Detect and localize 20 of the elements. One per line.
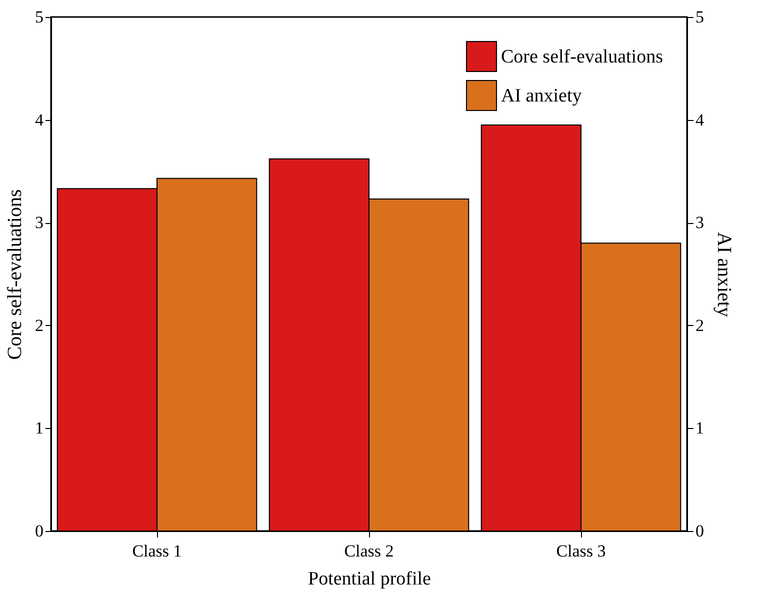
y2-tick-label: 2 [696, 316, 704, 335]
y-tick-label: 5 [35, 8, 44, 26]
y2-axis-title: AI anxiety [713, 232, 735, 317]
y-axis-title: Core self-evaluations [4, 189, 26, 360]
y2-tick-label: 5 [696, 8, 704, 26]
y2-tick-label: 4 [696, 110, 704, 130]
y-tick-label: 0 [35, 522, 44, 540]
x-tick-label: Class 2 [344, 542, 394, 560]
x-tick-label: Class 1 [132, 542, 182, 560]
y2-tick-label: 0 [696, 522, 704, 540]
legend-label: AI anxiety [501, 86, 582, 106]
x-tick-label: Class 3 [556, 542, 606, 560]
y-tick-label: 2 [35, 316, 44, 335]
y-tick-label: 4 [35, 110, 44, 130]
y2-tick-label: 3 [696, 213, 704, 232]
y2-tick-label: 1 [696, 418, 704, 438]
legend-label: Core self-evaluations [501, 46, 663, 68]
y-tick-label: 3 [35, 213, 44, 232]
x-axis-title: Potential profile [308, 568, 431, 590]
y-tick-label: 1 [35, 418, 44, 438]
